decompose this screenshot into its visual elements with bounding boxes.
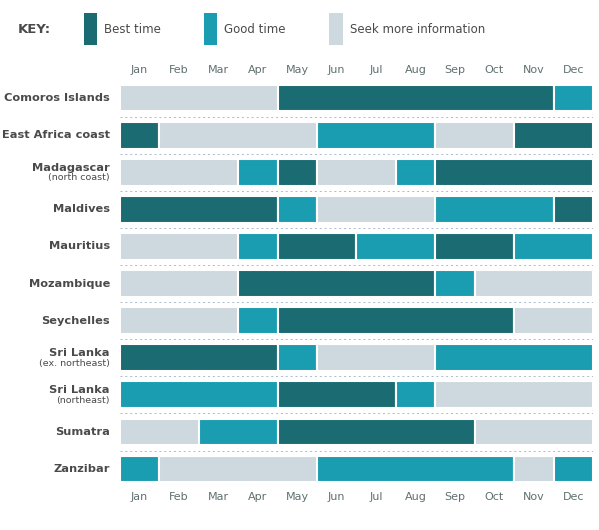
Bar xyxy=(277,85,553,111)
Bar xyxy=(396,382,435,408)
Text: Sri Lanka: Sri Lanka xyxy=(50,385,110,395)
Text: Seychelles: Seychelles xyxy=(41,316,110,325)
Bar xyxy=(120,85,277,111)
Bar xyxy=(277,419,474,445)
Bar xyxy=(317,344,435,371)
Bar xyxy=(317,196,435,223)
Bar xyxy=(120,344,277,371)
Text: Maldives: Maldives xyxy=(53,205,110,214)
Text: Best time: Best time xyxy=(104,23,161,36)
Bar xyxy=(514,456,553,482)
Text: KEY:: KEY: xyxy=(18,23,51,36)
Bar xyxy=(435,382,593,408)
Bar xyxy=(277,233,356,260)
Bar xyxy=(514,233,593,260)
Bar xyxy=(277,196,317,223)
Bar xyxy=(238,233,277,260)
Bar xyxy=(238,159,277,186)
Bar xyxy=(396,159,435,186)
Text: (ex. northeast): (ex. northeast) xyxy=(39,359,110,368)
Bar xyxy=(277,307,514,334)
Bar xyxy=(277,344,317,371)
Bar xyxy=(435,233,514,260)
Text: Comoros Islands: Comoros Islands xyxy=(4,93,110,103)
Bar xyxy=(317,456,514,482)
Bar xyxy=(120,456,159,482)
Text: Zanzibar: Zanzibar xyxy=(53,464,110,474)
Bar xyxy=(199,419,277,445)
Bar xyxy=(474,270,593,297)
Bar xyxy=(159,122,317,148)
Text: Good time: Good time xyxy=(224,23,286,36)
Bar xyxy=(277,159,317,186)
Bar xyxy=(435,122,514,148)
Bar xyxy=(120,233,238,260)
Bar xyxy=(277,382,396,408)
Text: (northeast): (northeast) xyxy=(56,396,110,405)
Text: (north coast): (north coast) xyxy=(49,173,110,182)
Bar xyxy=(435,270,474,297)
Bar xyxy=(514,122,593,148)
Bar xyxy=(514,307,593,334)
Bar xyxy=(435,159,593,186)
Bar xyxy=(435,196,553,223)
Bar xyxy=(159,456,317,482)
Text: Sri Lanka: Sri Lanka xyxy=(50,348,110,358)
Bar xyxy=(120,382,277,408)
Bar xyxy=(120,270,238,297)
Bar xyxy=(238,270,435,297)
Text: Mozambique: Mozambique xyxy=(29,279,110,288)
Bar xyxy=(474,419,593,445)
Text: Sumatra: Sumatra xyxy=(55,427,110,437)
Bar xyxy=(356,233,435,260)
Bar xyxy=(317,122,435,148)
Text: Mauritius: Mauritius xyxy=(49,242,110,251)
Bar xyxy=(317,159,396,186)
Bar xyxy=(553,196,593,223)
Text: East Africa coast: East Africa coast xyxy=(2,130,110,140)
Bar xyxy=(120,122,159,148)
Bar xyxy=(120,159,238,186)
Bar xyxy=(553,456,593,482)
Text: Madagascar: Madagascar xyxy=(32,163,110,173)
Bar xyxy=(238,307,277,334)
Text: Seek more information: Seek more information xyxy=(350,23,485,36)
Bar xyxy=(120,307,238,334)
Bar xyxy=(120,419,199,445)
Bar xyxy=(120,196,277,223)
Bar xyxy=(553,85,593,111)
Bar xyxy=(435,344,593,371)
